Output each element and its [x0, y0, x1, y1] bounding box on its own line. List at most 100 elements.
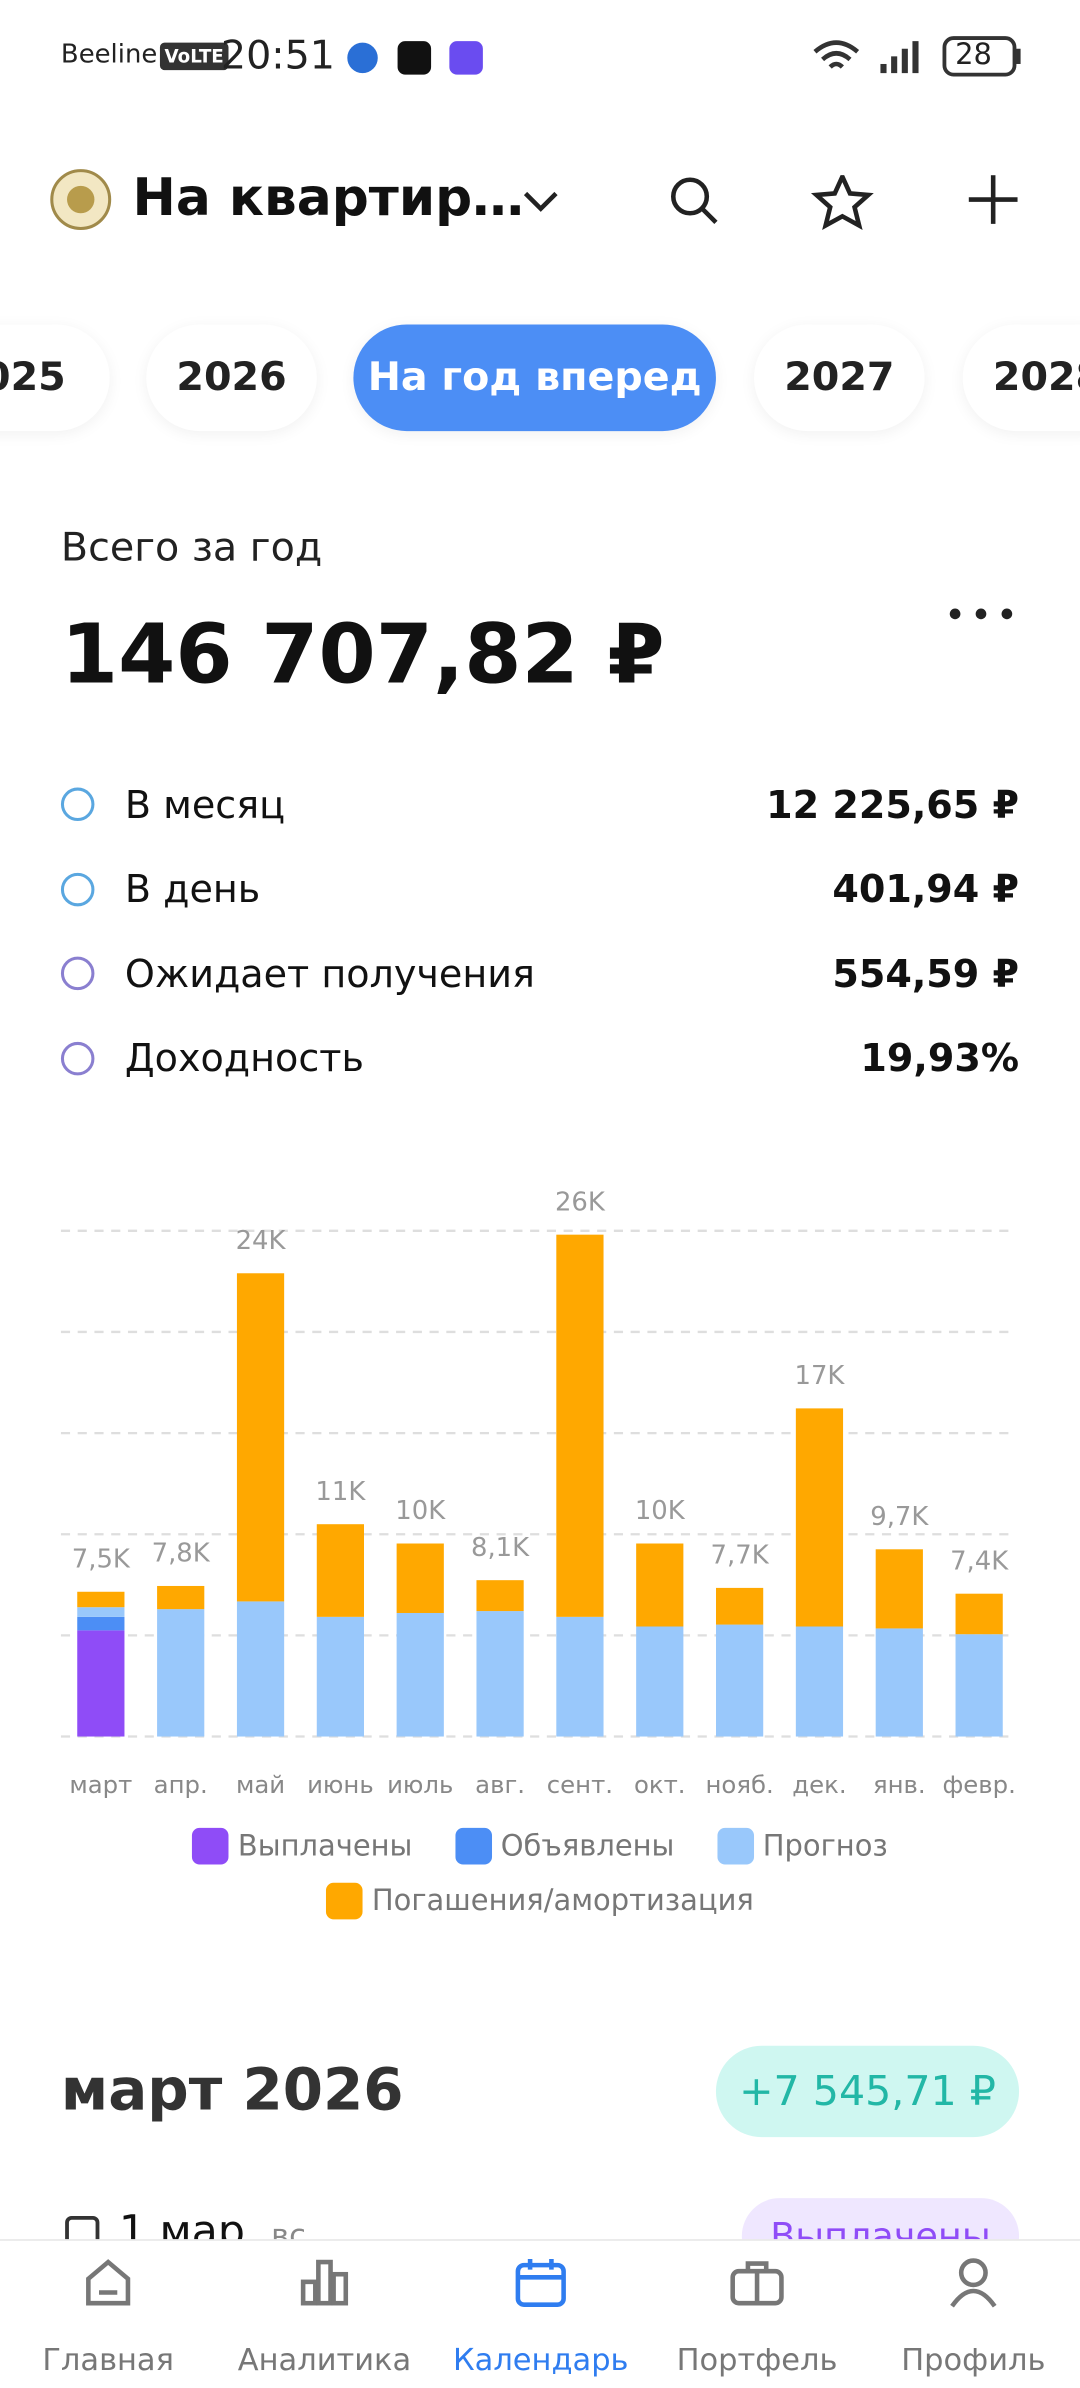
x-tick-label: июнь [307, 1770, 374, 1799]
bar-segment [316, 1524, 364, 1617]
legend-label: Погашения/амортизация [371, 1884, 754, 1918]
legend-label: Выплачены [237, 1829, 413, 1863]
x-tick-label: нояб. [705, 1770, 773, 1799]
total-label: 24K [236, 1226, 287, 1256]
nav-label: Главная [42, 2341, 174, 2378]
nav-item[interactable]: Профиль [865, 2254, 1080, 2378]
nav-label: Аналитика [237, 2341, 412, 2378]
header-icons[interactable] [518, 175, 1036, 236]
chart: 7,5K март 7,8K апр. 24K май 11K июнь 10K июль 8,1K… [60, 1187, 1016, 1799]
x-tick-label: апр. [154, 1770, 208, 1799]
nav-item[interactable]: Календарь [433, 2254, 649, 2378]
section-amount: +7 545,71 ₽ [715, 2045, 1020, 2138]
nav-item[interactable]: Главная [0, 2254, 216, 2378]
network-badge: VoLTE [159, 42, 229, 71]
stat-value: 19,93% [860, 1035, 1020, 1080]
stat-row: Доходность 19,93% [60, 1027, 1020, 1088]
stat-value: 554,59 ₽ [832, 951, 1020, 996]
bar-segment [955, 1593, 1003, 1635]
period-tab[interactable]: 2026 [146, 324, 317, 432]
x-tick-label: окт. [634, 1770, 686, 1799]
clock: 20:51 [220, 33, 336, 80]
legend-item[interactable]: Объявлены [455, 1827, 675, 1865]
stat-dot [60, 1041, 95, 1075]
portfolio-title[interactable]: На квартир… [132, 167, 524, 229]
x-tick-label: март [69, 1770, 132, 1799]
total-label: 10K [395, 1496, 446, 1526]
stat-value: 401,94 ₽ [832, 866, 1020, 911]
total-label: 7,8K [152, 1539, 211, 1569]
bar-segment [157, 1585, 205, 1610]
total-label: 26K [555, 1187, 606, 1217]
bar-segment [476, 1580, 524, 1612]
battery-level: 28 [955, 38, 992, 72]
status-icons [347, 41, 483, 75]
more-button[interactable] [947, 603, 1014, 624]
nav-icon [950, 2258, 997, 2308]
stat-row: В день 401,94 ₽ [60, 858, 1020, 919]
stat-dot [60, 787, 95, 822]
stat-label: Ожидает получения [124, 951, 535, 996]
nav-icon [515, 2259, 566, 2307]
total-label: 11K [315, 1477, 366, 1507]
legend-item[interactable]: Погашения/амортизация [326, 1882, 754, 1920]
bar-segment [316, 1616, 364, 1737]
nav-icon [86, 2259, 131, 2306]
x-tick-label: февр. [942, 1770, 1015, 1799]
bar-segment [875, 1549, 923, 1629]
total-label: 7,7K [711, 1541, 770, 1571]
bar-segment [875, 1628, 923, 1737]
stat-row: Ожидает получения 554,59 ₽ [60, 943, 1020, 1004]
legend-swatch [192, 1827, 229, 1865]
carrier: Beeline [60, 39, 158, 71]
total-label: 10K [635, 1496, 686, 1526]
legend-item[interactable]: Выплачены [192, 1827, 413, 1865]
summary-total: 146 707,82 ₽ [60, 606, 665, 703]
period-tab[interactable]: 2027 [754, 324, 925, 432]
legend-item[interactable]: Прогноз [717, 1827, 888, 1865]
system-icons [813, 36, 1021, 77]
stat-row: В месяц 12 225,65 ₽ [60, 774, 1020, 835]
bar-segment [396, 1543, 444, 1613]
bar-segment [236, 1601, 285, 1737]
total-label: 7,5K [72, 1544, 131, 1574]
x-tick-label: авг. [475, 1770, 525, 1799]
legend-swatch [326, 1882, 363, 1920]
stat-dot [60, 956, 95, 991]
stat-label: В месяц [124, 782, 286, 827]
stat-label: Доходность [124, 1035, 364, 1080]
bar-segment [77, 1616, 125, 1631]
bar-segment [636, 1543, 684, 1627]
total-label: 17K [795, 1361, 846, 1391]
nav-icon [300, 2259, 349, 2306]
section-title: март 2026 [60, 2056, 404, 2124]
x-tick-label: июль [387, 1770, 453, 1799]
legend-label: Объявлены [500, 1829, 675, 1863]
period-tab[interactable]: 025 [0, 324, 110, 432]
nav-item[interactable]: Портфель [649, 2254, 865, 2378]
nav-icon [730, 2261, 784, 2306]
x-tick-label: май [236, 1770, 285, 1799]
stat-label: В день [124, 866, 261, 911]
stat-dot [60, 872, 95, 906]
legend-label: Прогноз [762, 1829, 888, 1863]
bar-segment [77, 1591, 125, 1608]
bar-segment [955, 1634, 1003, 1737]
x-tick-label: янв. [873, 1770, 926, 1799]
legend-swatch [717, 1827, 754, 1865]
bar-segment [396, 1612, 444, 1737]
period-tab[interactable]: 2028 [962, 324, 1080, 432]
portfolio-logo [50, 169, 112, 231]
total-label: 7,4K [950, 1546, 1009, 1576]
nav-label: Портфель [676, 2341, 838, 2378]
bar-segment [236, 1273, 285, 1602]
bar-segment [77, 1630, 125, 1737]
nav-label: Профиль [901, 2341, 1046, 2378]
stat-value: 12 225,65 ₽ [766, 782, 1020, 827]
total-label: 8,1K [471, 1533, 530, 1563]
period-tab[interactable]: На год вперед [353, 324, 716, 432]
bar-segment [716, 1624, 764, 1737]
bar-segment [476, 1611, 524, 1737]
nav-item[interactable]: Аналитика [216, 2254, 432, 2378]
x-tick-label: дек. [792, 1770, 846, 1799]
